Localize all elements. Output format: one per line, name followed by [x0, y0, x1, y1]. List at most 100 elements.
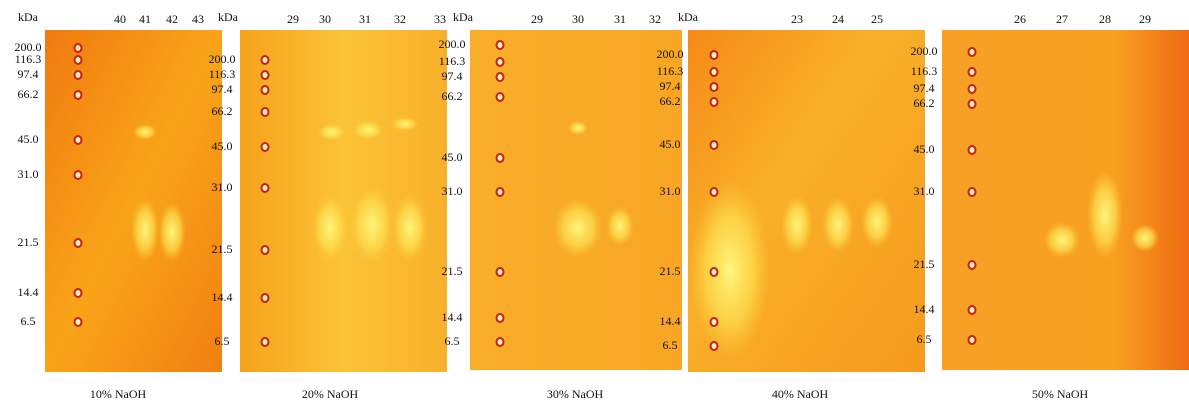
marker-dot: [495, 187, 505, 197]
marker-label: 45.0: [914, 142, 935, 156]
marker-label: 21.5: [914, 257, 935, 271]
marker-dot: [967, 187, 977, 197]
marker-label: 97.4: [914, 81, 935, 95]
protein-band: [1044, 222, 1080, 258]
marker-label: 66.2: [660, 94, 681, 108]
lane-number: 29: [287, 12, 299, 26]
marker-label: 200.0: [911, 44, 938, 58]
lane-number: 24: [832, 12, 844, 26]
marker-label: 6.5: [215, 334, 230, 348]
marker-label: 14.4: [212, 290, 233, 304]
marker-dot: [709, 341, 719, 351]
unit-label: kDa: [18, 10, 39, 24]
marker-dot: [73, 55, 83, 65]
marker-dot: [709, 50, 719, 60]
protein-band: [391, 117, 419, 131]
gel-image: [942, 30, 1189, 370]
protein-band: [392, 193, 428, 263]
lane-number: 43: [192, 12, 204, 26]
marker-label: 116.3: [657, 64, 684, 78]
panel-caption: 30% NaOH: [547, 387, 604, 401]
protein-band: [350, 185, 394, 265]
marker-dot: [967, 67, 977, 77]
marker-label: 97.4: [442, 69, 463, 83]
marker-label: 97.4: [212, 82, 233, 96]
marker-dot: [73, 288, 83, 298]
lane-number: 32: [394, 12, 406, 26]
marker-dot: [73, 170, 83, 180]
marker-dot: [709, 317, 719, 327]
protein-band: [690, 180, 770, 360]
lane-number: 27: [1056, 12, 1068, 26]
marker-label: 66.2: [914, 96, 935, 110]
protein-band: [158, 202, 186, 262]
protein-band: [318, 123, 346, 141]
marker-dot: [967, 84, 977, 94]
marker-label: 116.3: [209, 67, 236, 81]
unit-label: kDa: [678, 10, 699, 24]
marker-dot: [260, 55, 270, 65]
marker-label: 14.4: [914, 302, 935, 316]
lane-number: 31: [359, 12, 371, 26]
marker-label: 45.0: [18, 132, 39, 146]
protein-band: [312, 193, 348, 263]
marker-dot: [495, 40, 505, 50]
gel-image: [45, 30, 222, 372]
marker-label: 31.0: [18, 167, 39, 181]
lane-number: 29: [1139, 12, 1151, 26]
unit-label: kDa: [218, 10, 239, 24]
protein-band: [1131, 224, 1159, 252]
marker-dot: [73, 238, 83, 248]
lane-number: 29: [531, 12, 543, 26]
marker-dot: [260, 337, 270, 347]
marker-dot: [73, 43, 83, 53]
lane-number: 30: [319, 12, 331, 26]
marker-dot: [73, 317, 83, 327]
lane-number: 41: [139, 12, 151, 26]
marker-label: 45.0: [660, 137, 681, 151]
marker-dot: [709, 267, 719, 277]
marker-label: 66.2: [442, 89, 463, 103]
marker-dot: [495, 267, 505, 277]
lane-number: 31: [614, 12, 626, 26]
marker-dot: [709, 187, 719, 197]
marker-dot: [495, 92, 505, 102]
marker-dot: [495, 153, 505, 163]
marker-label: 14.4: [18, 285, 39, 299]
marker-label: 116.3: [439, 54, 466, 68]
lane-number: 23: [791, 12, 803, 26]
panel-caption: 10% NaOH: [90, 387, 147, 401]
marker-label: 66.2: [212, 104, 233, 118]
marker-dot: [260, 293, 270, 303]
protein-band: [861, 196, 893, 248]
marker-label: 200.0: [439, 37, 466, 51]
lane-number: 28: [1099, 12, 1111, 26]
marker-label: 21.5: [18, 235, 39, 249]
marker-dot: [967, 305, 977, 315]
protein-band: [131, 198, 159, 262]
marker-dot: [967, 145, 977, 155]
marker-dot: [495, 313, 505, 323]
marker-label: 200.0: [209, 52, 236, 66]
protein-band: [781, 195, 813, 255]
protein-band: [822, 197, 854, 253]
marker-label: 66.2: [18, 87, 39, 101]
marker-dot: [73, 135, 83, 145]
protein-band: [606, 206, 634, 246]
marker-dot: [495, 72, 505, 82]
lane-number: 33: [434, 12, 446, 26]
lane-number: 32: [649, 12, 661, 26]
marker-dot: [967, 99, 977, 109]
lane-number: 25: [871, 12, 883, 26]
marker-label: 116.3: [15, 52, 42, 66]
lane-number: 26: [1014, 12, 1026, 26]
marker-dot: [495, 57, 505, 67]
marker-dot: [260, 142, 270, 152]
marker-label: 200.0: [657, 47, 684, 61]
panel-caption: 50% NaOH: [1032, 387, 1089, 401]
marker-label: 21.5: [660, 264, 681, 278]
marker-dot: [967, 260, 977, 270]
marker-label: 97.4: [18, 67, 39, 81]
marker-label: 97.4: [660, 79, 681, 93]
marker-label: 200.0: [15, 40, 42, 54]
